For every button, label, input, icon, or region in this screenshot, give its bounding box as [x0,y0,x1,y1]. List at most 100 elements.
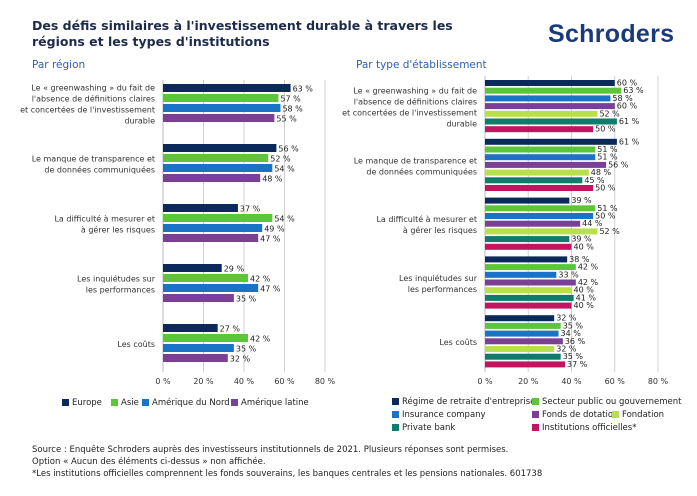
bar [163,174,261,182]
legend-swatch [532,411,539,418]
bar [485,271,557,278]
data-label: 27 % [220,325,241,334]
bar [163,274,249,282]
x-tick-label: 80 % [648,377,669,386]
data-label: 42 % [578,263,599,272]
data-label: 63 % [293,85,314,94]
legend-item: Asie [111,398,139,408]
legend-item: Private bank [392,423,455,433]
category-label: l'absence de définitions claires [32,94,155,104]
data-label: 56 % [278,145,299,154]
bar [485,322,561,329]
data-label: 58 % [282,105,303,114]
legend-swatch [392,398,399,405]
bar [485,118,617,125]
legend-label: Régime de retraite d'entreprise [402,397,536,407]
legend-label: Europe [72,398,102,408]
data-label: 55 % [276,115,297,124]
bar [485,256,568,263]
data-label: 32 % [556,314,577,323]
category-label: La difficulté à mesurer et [376,214,477,224]
bar [163,354,228,362]
bar [485,294,574,301]
legend-item: Amérique du Nord [142,398,230,408]
x-tick-label: 60 % [605,377,626,386]
legend-item: Institutions officielles* [532,423,636,433]
footnotes: Source : Enquête Schroders auprès des in… [32,444,542,480]
data-label: 42 % [250,335,271,344]
legend-swatch [62,399,69,406]
bar [485,330,559,337]
data-label: 52 % [599,227,620,236]
data-label: 48 % [262,175,283,184]
legend-swatch [612,411,619,418]
schroders-logo: Schroders [548,20,675,48]
category-label: les performances [408,285,477,294]
x-tick-label: 20 % [518,377,539,386]
legend-item: Amérique latine [231,398,309,408]
category-label: Les inquiétudes sur [77,274,156,284]
bar [485,220,581,227]
x-tick-label: 0 % [155,377,171,386]
footnote-institutions: *Les institutions officielles comprennen… [32,469,543,479]
data-label: 52 % [270,155,291,164]
bar [485,213,594,219]
data-label: 49 % [264,225,285,234]
category-label: de données communiquées [366,166,477,176]
bar [485,146,596,153]
data-label: 29 % [224,265,245,274]
bar [485,228,598,235]
x-tick-label: 60 % [274,377,295,386]
legend-label: Secteur public ou gouvernement [542,397,682,407]
bar [485,138,617,145]
bar [163,84,291,92]
bar [485,154,596,161]
legend-label: Amérique du Nord [152,398,230,408]
data-label: 61 % [619,117,640,126]
bar [485,287,572,294]
bar [485,185,594,191]
legend-swatch [392,411,399,418]
legend-item: Régime de retraite d'entreprise [392,397,535,407]
data-label: 39 % [571,235,592,244]
legend-label: Fonds de dotation [542,410,619,420]
bar [163,334,249,342]
legend-swatch [532,424,539,431]
bar [485,95,611,102]
data-label: 61 % [619,137,640,146]
data-label: 37 % [240,205,261,214]
data-label: 33 % [558,270,579,279]
data-label: 63 % [623,86,644,95]
bar [485,169,589,176]
data-label: 35 % [236,345,257,354]
data-label: 40 % [574,242,595,251]
data-label: 32 % [230,355,251,364]
data-label: 37 % [567,360,588,369]
legend-swatch [392,424,399,431]
bar [485,177,583,184]
bar [485,80,615,86]
bar [163,114,275,122]
data-label: 48 % [591,168,612,177]
category-label: durable [446,119,477,128]
data-label: 51 % [597,153,618,162]
data-label: 60 % [617,79,638,88]
category-label: à gérer les risques [81,225,155,235]
data-label: 51 % [597,204,618,213]
category-label: Le manque de transparence et [354,156,477,165]
data-label: 42 % [250,275,271,284]
category-label: La difficulté à mesurer et [54,214,155,224]
bar [485,346,555,352]
bar [163,164,273,172]
bar [485,110,598,117]
data-label: 50 % [595,184,616,193]
bar [163,94,279,102]
bar [163,344,234,352]
bar [485,205,596,212]
legend-swatch [142,399,149,406]
data-label: 56 % [608,160,629,169]
data-label: 35 % [236,295,257,304]
x-tick-label: 40 % [561,377,582,386]
x-tick-label: 0 % [477,377,493,386]
